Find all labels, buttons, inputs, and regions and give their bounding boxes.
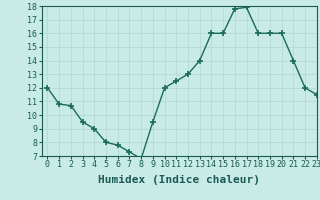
X-axis label: Humidex (Indice chaleur): Humidex (Indice chaleur) <box>98 175 260 185</box>
